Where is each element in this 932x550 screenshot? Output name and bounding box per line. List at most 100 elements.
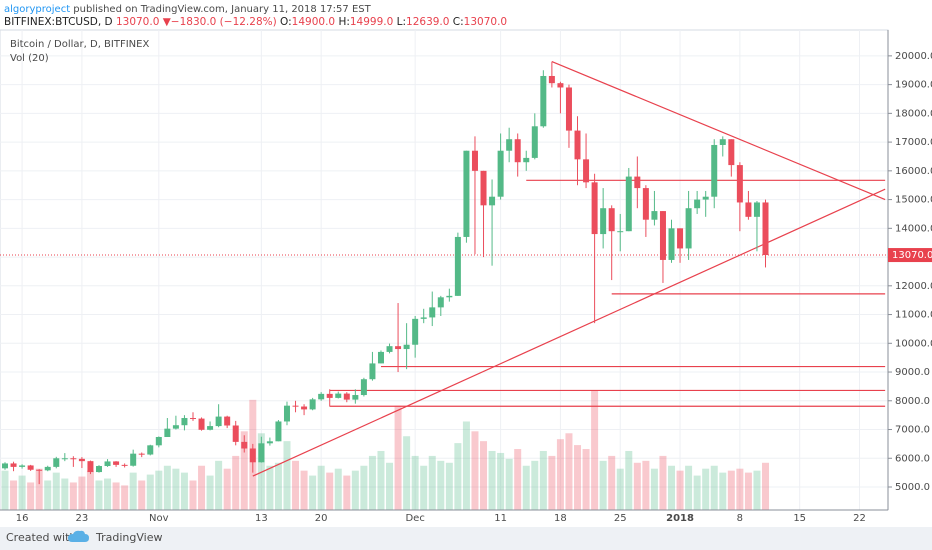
volume-bar	[505, 458, 513, 510]
volume-bar	[625, 450, 633, 510]
volume-bar	[394, 405, 402, 510]
volume-bar	[292, 460, 300, 510]
volume-bar	[317, 465, 325, 510]
x-tick-label: 20	[315, 513, 328, 524]
volume-bar	[95, 480, 103, 510]
volume-bar	[437, 460, 445, 510]
volume-bar	[343, 475, 351, 510]
candle-body	[301, 406, 308, 410]
volume-bar	[10, 480, 18, 510]
candle-body	[540, 75, 547, 127]
logo	[68, 530, 89, 542]
volume-bar	[52, 472, 60, 510]
x-tick-label: 16	[16, 513, 29, 524]
x-tick-label: 11	[494, 513, 507, 524]
last: 13070.0	[116, 16, 159, 28]
o: 14900.0	[292, 16, 335, 28]
volume-bar	[574, 445, 582, 510]
x-tick-label: Nov	[149, 513, 169, 524]
x-tick-label: 25	[614, 513, 627, 524]
footer-bar	[0, 527, 932, 550]
volume-bar	[736, 468, 744, 510]
volume-bar	[445, 462, 453, 510]
candle-body	[753, 202, 760, 217]
x-tick-label: Dec	[405, 513, 424, 524]
volume-label: Vol (20)	[10, 53, 49, 64]
y-tick-label: 7000.0	[895, 425, 930, 436]
volume-bar	[44, 480, 52, 510]
candle-body	[480, 170, 487, 206]
candle-body	[677, 228, 684, 249]
volume-bar	[386, 462, 394, 510]
candle-body	[685, 208, 692, 249]
candle-body	[78, 458, 85, 462]
candle-body	[608, 208, 615, 232]
candle-body	[420, 317, 427, 319]
volume-bar	[616, 468, 624, 510]
candle-body	[352, 395, 359, 400]
x-tick-label: 2018	[666, 513, 694, 524]
candle-body	[429, 307, 436, 318]
x-tick-label: 22	[853, 513, 866, 524]
volume-bar	[710, 465, 718, 510]
candle-body	[736, 165, 743, 203]
candle-body	[565, 87, 572, 131]
volume-bar	[480, 441, 488, 510]
y-tick-label: 8000.0	[895, 396, 930, 407]
volume-bar	[35, 468, 43, 510]
candle-body	[232, 425, 239, 442]
candle-body	[719, 139, 726, 145]
volume-bar	[180, 472, 188, 510]
volume-bar	[300, 470, 308, 510]
candle-body	[181, 418, 188, 426]
y-tick-label: 20000.0	[895, 51, 932, 62]
candle-body	[557, 83, 564, 88]
volume-bar	[762, 462, 770, 510]
volume-bar	[274, 462, 282, 510]
candle-body	[275, 421, 282, 442]
y-tick-label: 9000.0	[895, 367, 930, 378]
x-tick-label: 15	[793, 513, 806, 524]
symbol: BITFINEX:BTCUSD, D	[4, 16, 113, 28]
candle-body	[583, 159, 590, 183]
candle-body	[446, 295, 453, 298]
candle-body	[283, 405, 290, 422]
candle-body	[600, 208, 607, 235]
candle-body	[463, 150, 470, 237]
candle-body	[241, 441, 248, 449]
volume-bar	[556, 439, 564, 510]
candle-body	[412, 318, 419, 345]
volume-bar	[215, 460, 223, 510]
price-tag-label: 13070.0	[892, 250, 932, 261]
candle-body	[377, 351, 384, 364]
volume-bar	[531, 460, 539, 510]
candle-body	[53, 458, 60, 467]
candle-body	[523, 157, 530, 163]
volume-bar	[462, 421, 470, 510]
candle-body	[189, 418, 196, 420]
candle-body	[728, 139, 735, 166]
candle-body	[2, 463, 8, 469]
volume-bar	[582, 449, 590, 510]
candle-body	[172, 425, 179, 429]
l: 12639.0	[406, 16, 449, 28]
volume-bar	[599, 460, 607, 510]
volume-bar	[155, 470, 163, 510]
volume-bar	[18, 475, 26, 510]
volume-bar	[61, 478, 69, 510]
volume-bar	[522, 465, 530, 510]
author[interactable]: algoryproject	[4, 4, 70, 15]
candle-body	[266, 441, 273, 444]
volume-bar	[104, 478, 112, 510]
l-label: L:	[397, 16, 406, 28]
x-tick-label: 8	[737, 513, 743, 524]
candle-body	[514, 139, 521, 163]
y-tick-label: 16000.0	[895, 166, 932, 177]
candle-body	[138, 453, 145, 455]
candle-body	[591, 182, 598, 235]
candle-body	[147, 445, 154, 455]
volume-bar	[198, 465, 206, 510]
footer-brand[interactable]: TradingView	[95, 531, 162, 544]
candle-body	[10, 463, 17, 467]
